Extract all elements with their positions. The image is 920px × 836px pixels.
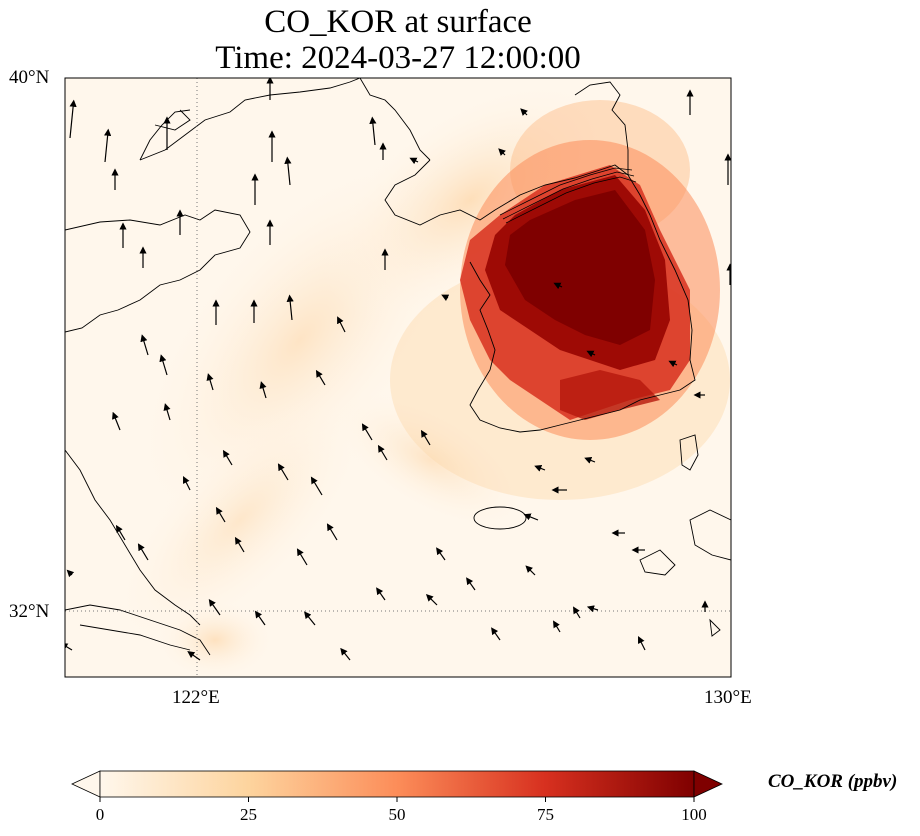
- wind-vector: [65, 643, 73, 651]
- colorbar-tick-75: 75: [537, 805, 554, 824]
- colorbar-gradient: [99, 770, 695, 798]
- wind-vector: [361, 423, 373, 441]
- wind-vector: [208, 598, 221, 616]
- wind-vector: [369, 116, 377, 146]
- wind-vector: [586, 350, 596, 358]
- map-title-line-2: Time: 2024-03-27 12:00:00: [215, 40, 581, 76]
- colorbar-tick-50: 50: [388, 805, 406, 824]
- colorbar-tick-100: 100: [681, 805, 707, 824]
- wind-vector: [409, 157, 419, 165]
- colorbar: [71, 770, 723, 802]
- wind-vector: [222, 449, 233, 466]
- border-lines: [499, 167, 637, 224]
- colorbar-tick-25: 25: [240, 805, 257, 824]
- wind-vector: [377, 444, 388, 461]
- wind-vector: [584, 457, 596, 464]
- wind-vector: [523, 513, 539, 521]
- wind-vector: [112, 411, 121, 431]
- lat-label-32n: 32°N: [9, 601, 50, 622]
- wind-vector: [425, 593, 438, 606]
- wind-vector: [337, 316, 346, 333]
- wind-vector: [436, 547, 446, 561]
- wind-vector: [326, 523, 338, 541]
- wind-vector: [163, 403, 171, 421]
- map-frame: [64, 77, 732, 678]
- wind-vector: [520, 108, 528, 116]
- wind-vector: [466, 577, 476, 591]
- wind-vector: [310, 476, 323, 496]
- colorbar-extend-min: [71, 770, 101, 798]
- wind-vector: [376, 587, 386, 601]
- wind-vector: [534, 465, 546, 472]
- gridlines: [65, 78, 731, 677]
- wind-vector: [553, 620, 561, 633]
- wind-vector: [340, 647, 351, 661]
- wind-vector: [140, 334, 149, 356]
- wind-vector: [498, 148, 506, 156]
- wind-vector: [159, 354, 168, 376]
- wind-vector: [286, 294, 294, 321]
- wind-vector: [668, 360, 678, 368]
- wind-vector: [284, 156, 292, 186]
- wind-vector: [234, 536, 245, 553]
- lat-label-40n: 40°N: [9, 67, 50, 88]
- wind-vector: [69, 99, 77, 139]
- wind-vector: [187, 651, 201, 661]
- wind-vector: [441, 294, 450, 302]
- map-plot-area: [65, 78, 731, 677]
- wind-vector: [206, 373, 214, 391]
- wind-vector: [304, 611, 316, 626]
- wind-vector: [573, 606, 581, 619]
- wind-vector: [277, 463, 289, 481]
- wind-vector: [525, 565, 536, 576]
- colorbar-label: CO_KOR (ppbv): [768, 771, 898, 792]
- map-title-line-1: CO_KOR at surface: [264, 4, 532, 40]
- wind-vector: [315, 369, 326, 386]
- wind-vector: [115, 524, 126, 541]
- wind-vector: [586, 605, 599, 613]
- lon-label-122e: 122°E: [172, 687, 220, 708]
- wind-vector: [137, 543, 149, 561]
- wind-vector: [104, 128, 112, 163]
- wind-vector: [420, 429, 431, 446]
- wind-vector: [183, 476, 191, 491]
- wind-vector: [215, 506, 226, 523]
- wind-vector: [254, 610, 266, 626]
- coastlines: [65, 78, 731, 656]
- colorbar-extend-max: [693, 770, 723, 798]
- colorbar-tick-0: 0: [95, 805, 105, 824]
- wind-vector: [491, 627, 501, 641]
- lon-label-130e: 130°E: [704, 687, 752, 708]
- co-field-hotspot: [460, 140, 720, 440]
- wind-vector: [259, 381, 267, 399]
- wind-vector: [66, 569, 75, 578]
- wind-vector: [553, 282, 563, 290]
- wind-vector: [296, 548, 308, 566]
- wind-vector: [638, 636, 646, 651]
- colorbar-tick-marks: [99, 797, 695, 802]
- wind-vectors: [65, 78, 731, 661]
